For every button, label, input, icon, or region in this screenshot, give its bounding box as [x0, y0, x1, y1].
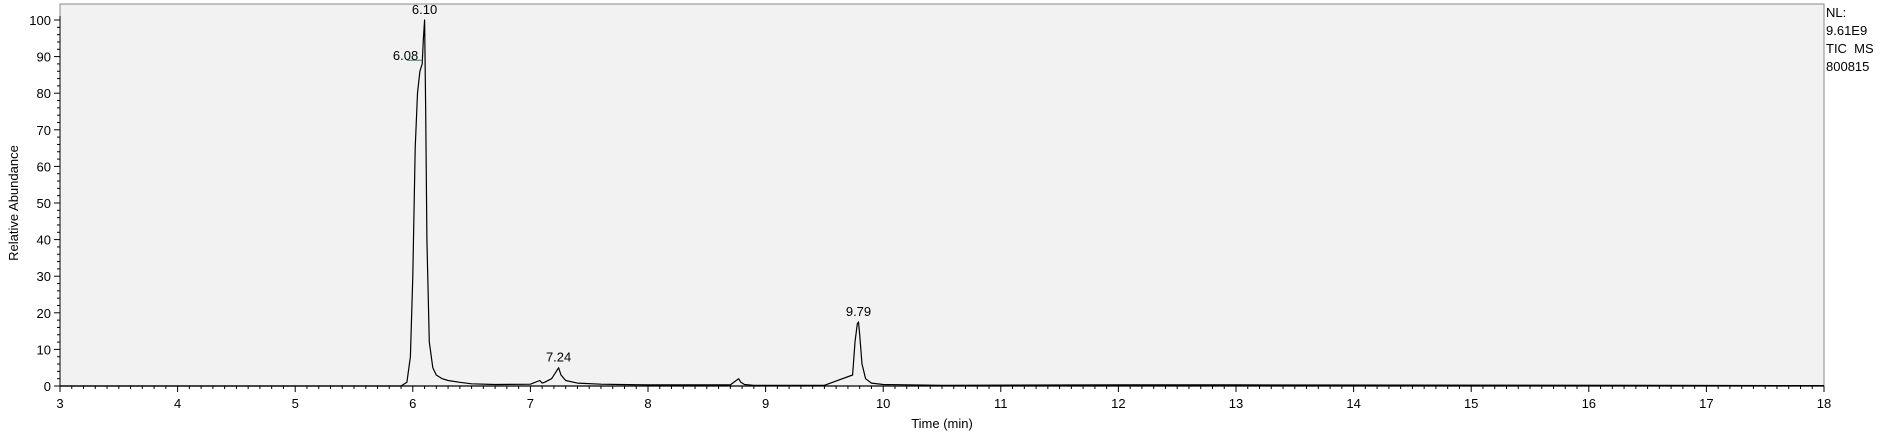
- x-tick-label: 6: [409, 396, 416, 411]
- x-tick-label: 3: [56, 396, 63, 411]
- y-tick-label: 60: [37, 159, 51, 174]
- nl-value: 9.61E9: [1826, 23, 1868, 38]
- y-tick-label: 70: [37, 123, 51, 138]
- y-tick-label: 0: [44, 379, 51, 394]
- chromatogram-trace: [60, 19, 1825, 387]
- y-tick-label: 20: [37, 306, 51, 321]
- x-tick-label: 5: [292, 396, 299, 411]
- x-tick-label: 18: [1817, 396, 1831, 411]
- x-tick-label: 15: [1464, 396, 1478, 411]
- x-tick-label: 14: [1346, 396, 1360, 411]
- plot-area: [59, 3, 1825, 387]
- y-axis-label: Relative Abundance: [6, 145, 21, 261]
- y-tick-label: 100: [29, 13, 51, 28]
- y-tick-label: 40: [37, 233, 51, 248]
- x-tick-label: 13: [1229, 396, 1243, 411]
- sample-label: 800815: [1826, 59, 1870, 74]
- y-tick-label: 50: [37, 196, 51, 211]
- trace-label: TIC MS: [1826, 41, 1874, 56]
- x-tick-label: 9: [762, 396, 769, 411]
- y-tick-label: 10: [37, 342, 51, 357]
- y-tick-label: 30: [37, 269, 51, 284]
- x-tick-label: 16: [1582, 396, 1596, 411]
- y-tick-label: 80: [37, 86, 51, 101]
- info-panel: NL: 9.61E9 TIC MS 800815: [1826, 4, 1874, 76]
- x-tick-label: 17: [1699, 396, 1713, 411]
- nl-label: NL:: [1826, 5, 1847, 20]
- x-tick-label: 8: [644, 396, 651, 411]
- x-tick-label: 4: [174, 396, 181, 411]
- y-tick-label: 90: [37, 50, 51, 65]
- peak-label: 6.08: [393, 48, 418, 63]
- x-tick-label: 12: [1111, 396, 1125, 411]
- x-tick-label: 11: [994, 396, 1008, 411]
- peak-label: 7.24: [546, 350, 571, 365]
- peak-label: 6.10: [412, 2, 437, 17]
- x-axis-label: Time (min): [911, 416, 973, 431]
- peak-label: 9.79: [846, 304, 871, 319]
- x-tick-label: 10: [876, 396, 890, 411]
- x-tick-label: 7: [527, 396, 534, 411]
